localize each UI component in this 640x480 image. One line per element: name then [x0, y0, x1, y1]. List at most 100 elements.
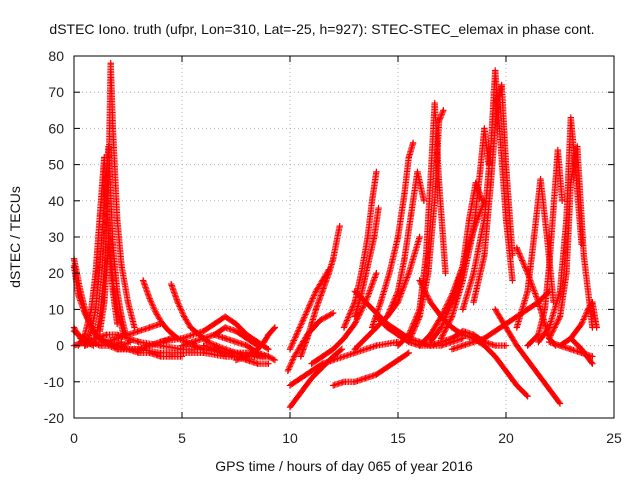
data-point [88, 327, 95, 335]
series-trail [492, 307, 563, 406]
data-point [200, 335, 207, 342]
series-52 [373, 313, 510, 349]
data-point [470, 270, 477, 277]
series-49 [546, 338, 596, 360]
data-point [524, 393, 531, 400]
data-point [420, 197, 428, 204]
y-tick-label: 30 [48, 229, 64, 245]
data-point [394, 356, 402, 364]
chart-title: dSTEC Iono. truth (ufpr, Lon=310, Lat=-2… [49, 21, 594, 37]
data-point [427, 298, 434, 306]
data-point [513, 342, 520, 349]
data-point [135, 346, 142, 353]
series-trail [352, 235, 423, 352]
data-point [135, 338, 142, 346]
data-point [502, 342, 510, 349]
data-point [509, 277, 516, 284]
data-point [178, 342, 186, 349]
data-point [578, 346, 585, 353]
data-point [498, 81, 505, 89]
data-point [330, 382, 337, 389]
data-point [75, 291, 82, 299]
data-point [351, 313, 358, 320]
series-45 [524, 146, 566, 349]
data-point [384, 324, 391, 331]
data-point [174, 298, 181, 306]
data-point [459, 327, 466, 335]
data-point [114, 335, 121, 342]
y-tick-label: -10 [44, 374, 64, 390]
data-point [593, 324, 600, 331]
data-point [157, 338, 164, 346]
data-point [492, 327, 499, 335]
data-point [394, 331, 402, 338]
data-point [466, 215, 473, 223]
data-point [524, 342, 531, 349]
data-point [152, 309, 160, 317]
data-point [364, 262, 371, 270]
data-point [416, 233, 423, 241]
data-point [492, 342, 499, 349]
data-point [109, 288, 117, 295]
data-point [556, 313, 564, 320]
data-point [243, 353, 250, 360]
series-trail [309, 271, 380, 367]
data-point [340, 335, 348, 342]
data-point [351, 378, 358, 385]
data-point [373, 342, 380, 349]
data-point [435, 179, 443, 186]
data-point [286, 382, 294, 389]
data-point [530, 233, 538, 241]
data-point [386, 270, 393, 277]
data-point [373, 168, 380, 176]
data-point [414, 168, 421, 176]
data-point [189, 338, 196, 346]
data-point [232, 356, 240, 364]
data-point [211, 320, 218, 328]
data-point [232, 320, 240, 328]
data-point [589, 360, 596, 367]
series-26 [308, 270, 380, 367]
series-12 [139, 277, 207, 353]
data-point [312, 288, 320, 295]
series-8 [96, 241, 121, 335]
data-point [243, 335, 250, 342]
data-point [416, 342, 423, 349]
series-29 [351, 204, 382, 320]
data-point [178, 335, 186, 342]
series-48 [556, 298, 600, 349]
data-point [222, 324, 229, 331]
data-point [567, 114, 574, 121]
data-point [470, 226, 477, 233]
data-point [405, 270, 412, 277]
series-42 [448, 288, 553, 353]
data-point [351, 320, 358, 328]
data-point [265, 360, 272, 367]
data-point [103, 338, 110, 346]
data-point [425, 270, 432, 277]
data-point [546, 385, 553, 393]
data-point [325, 270, 333, 277]
data-point [368, 324, 376, 331]
data-point [481, 338, 488, 346]
data-point [427, 342, 434, 349]
data-point [211, 346, 218, 353]
data-point [535, 298, 542, 306]
data-point [299, 317, 307, 324]
data-point [308, 360, 315, 367]
x-tick-label: 10 [282, 430, 298, 446]
data-point [81, 331, 88, 338]
data-point [513, 382, 520, 389]
data-point [371, 233, 378, 241]
data-point [284, 367, 292, 375]
data-point [492, 353, 499, 360]
data-point [200, 342, 207, 349]
data-point [427, 331, 434, 338]
data-point [513, 244, 520, 252]
y-tick-label: 70 [48, 84, 64, 100]
data-point [165, 327, 173, 335]
data-point [470, 338, 477, 346]
data-point [293, 331, 300, 338]
data-point [291, 353, 298, 360]
data-point [96, 262, 104, 270]
